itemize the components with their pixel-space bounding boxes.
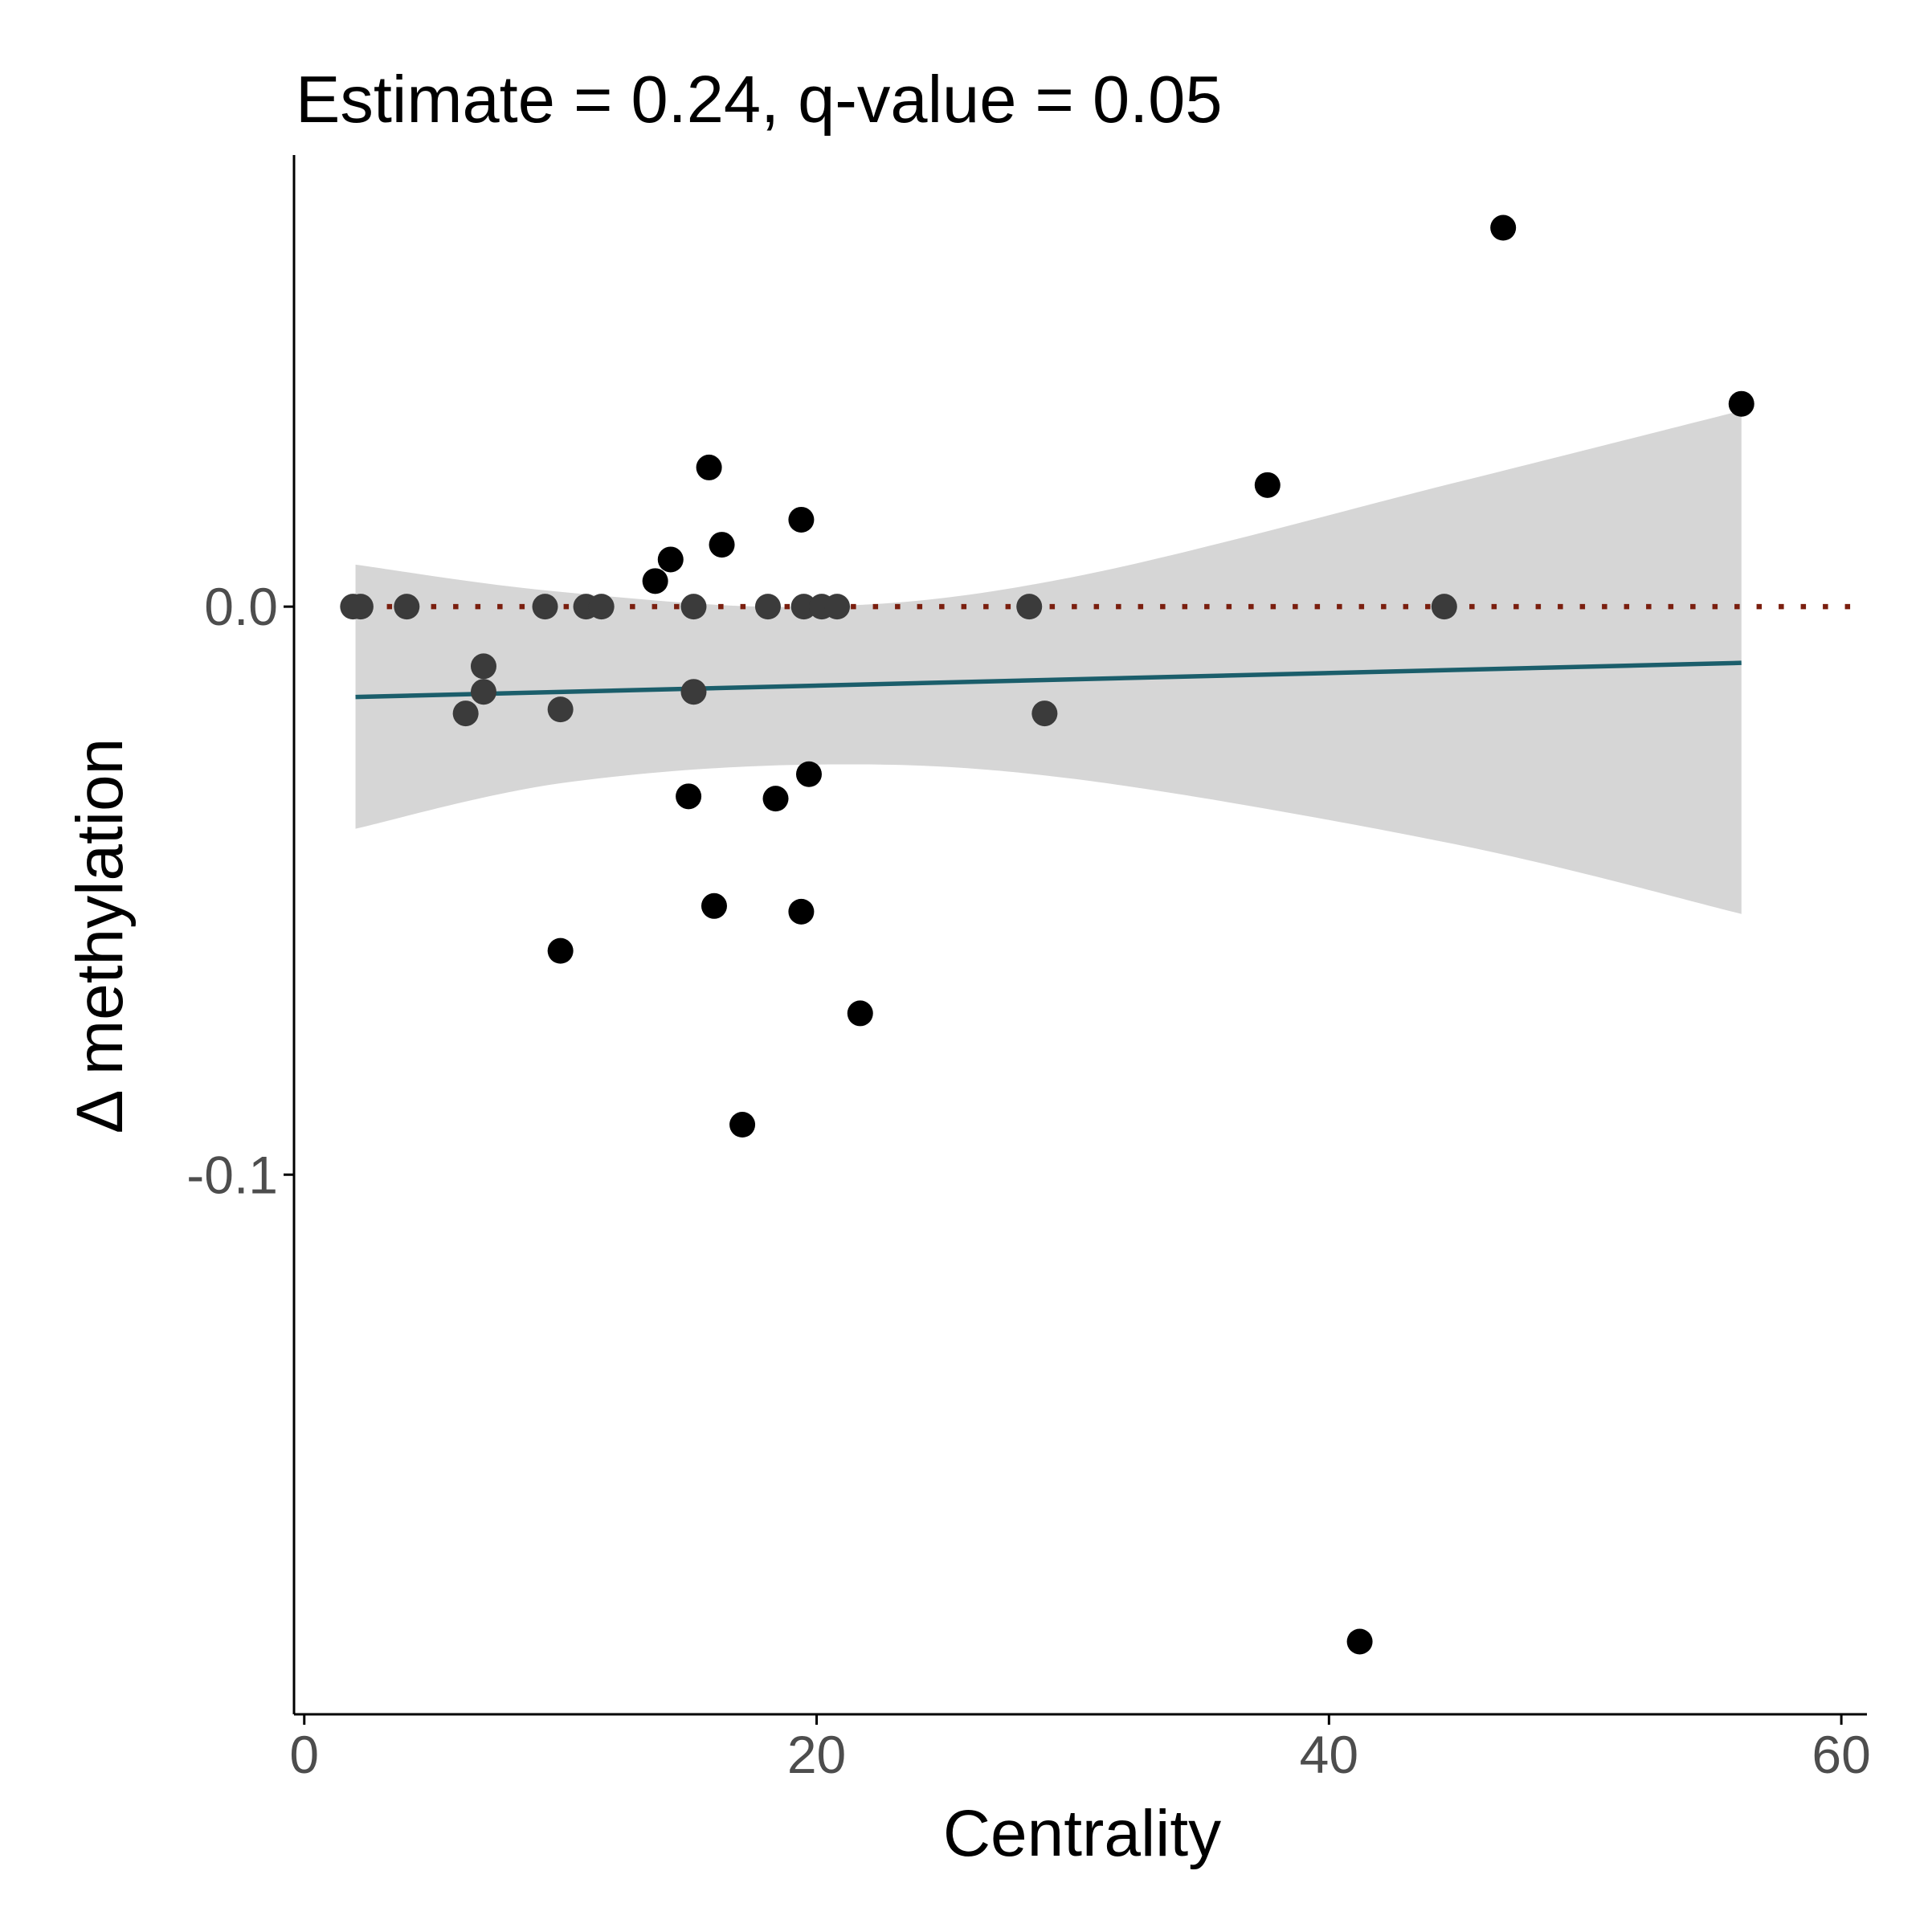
data-point [680, 594, 707, 620]
data-point [701, 892, 727, 919]
fit-line-layer [355, 660, 1742, 700]
data-point [1254, 472, 1281, 498]
data-point [788, 506, 815, 533]
y-tick-label: -0.1 [186, 1145, 278, 1204]
data-point [347, 594, 374, 620]
x-tick-label: 0 [289, 1725, 319, 1784]
data-point [847, 1000, 873, 1027]
data-point [696, 454, 722, 480]
x-axis-title: Centrality [943, 1797, 1221, 1870]
data-point [1346, 1628, 1373, 1655]
x-tick-label: 40 [1300, 1725, 1358, 1784]
data-point [709, 532, 735, 558]
data-point [1016, 594, 1043, 620]
confidence-band-layer [355, 410, 1742, 914]
point-layer [340, 214, 1754, 1655]
y-tick-label: 0.0 [204, 577, 278, 636]
data-point [790, 594, 817, 620]
data-point [452, 701, 479, 727]
regression-line [355, 660, 1742, 700]
data-point [547, 937, 574, 964]
data-point [532, 594, 558, 620]
data-point [795, 761, 822, 787]
x-tick-layer: 0 20 40 60 [289, 1714, 1871, 1784]
y-tick-layer: 0.0 -0.1 [186, 577, 294, 1204]
x-tick-label: 20 [787, 1725, 846, 1784]
data-point [657, 546, 684, 573]
chart-title: Estimate = 0.24, q-value = 0.05 [296, 62, 1223, 137]
data-point [729, 1112, 756, 1138]
data-point [642, 568, 668, 594]
data-point [470, 653, 496, 680]
data-point [824, 594, 851, 620]
data-point [676, 783, 702, 810]
data-point [470, 679, 496, 705]
data-point [1728, 390, 1754, 417]
data-point [394, 594, 420, 620]
data-point [588, 594, 615, 620]
axes-layer [292, 155, 1867, 1716]
data-point [762, 786, 789, 812]
x-tick-label: 60 [1812, 1725, 1870, 1784]
data-point [680, 679, 707, 705]
data-point [1490, 214, 1517, 241]
y-axis-title: Δ methylation [63, 738, 137, 1133]
data-point [1431, 594, 1457, 620]
data-point [754, 594, 781, 620]
data-point [788, 898, 815, 925]
data-point [547, 696, 574, 723]
data-point [1031, 701, 1058, 727]
confidence-band [355, 410, 1742, 914]
